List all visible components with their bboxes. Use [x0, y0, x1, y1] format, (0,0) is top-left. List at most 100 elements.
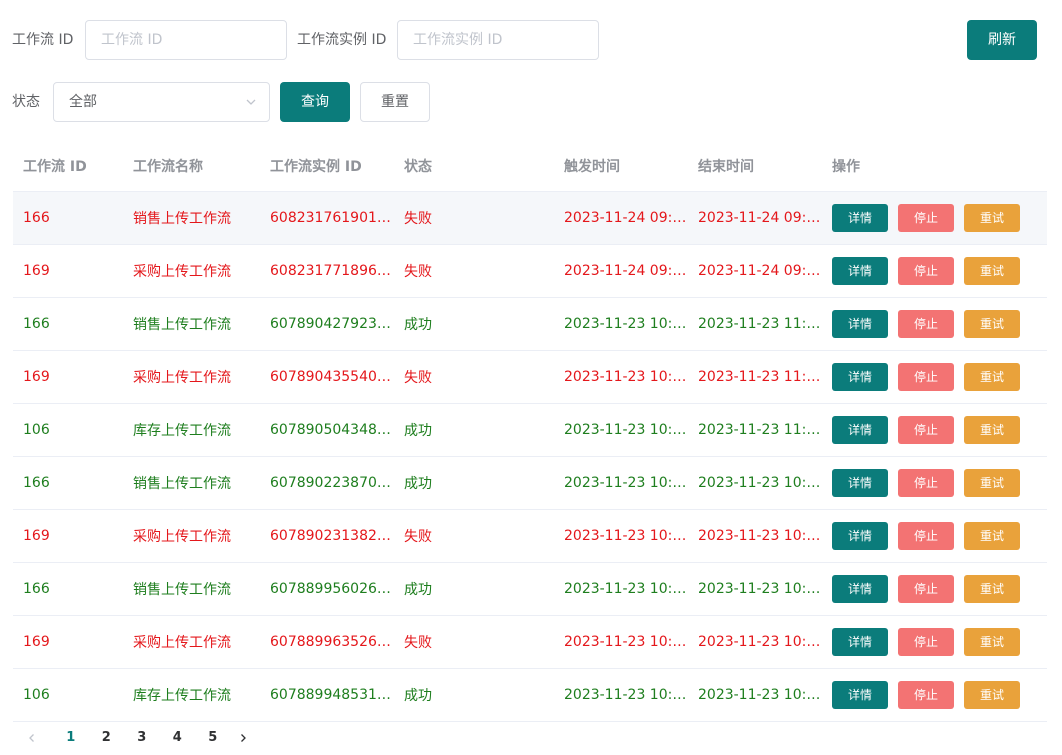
- cell-actions: 详情 停止 重试: [822, 350, 1047, 404]
- stop-button[interactable]: 停止: [898, 521, 954, 550]
- chevron-left-icon: [29, 734, 34, 742]
- cell-instance-id: 607890435540…: [260, 350, 394, 404]
- cell-trigger-time: 2023-11-23 10:…: [554, 403, 688, 457]
- cell-status: 失败: [394, 509, 554, 563]
- cell-workflow-name: 采购上传工作流: [123, 244, 260, 298]
- stop-button[interactable]: 停止: [898, 415, 954, 444]
- retry-button[interactable]: 重试: [964, 468, 1020, 497]
- cell-workflow-name: 销售上传工作流: [123, 191, 260, 245]
- workflow-instance-table: 工作流 ID 工作流名称 工作流实例 ID 状态 触发时间 结束时间 操作 16…: [13, 141, 1047, 722]
- page-3-button[interactable]: 3: [137, 730, 147, 745]
- cell-workflow-name: 销售上传工作流: [123, 297, 260, 351]
- table-row: 166 销售上传工作流 607890223870… 成功 2023-11-23 10:……: [13, 456, 1047, 510]
- detail-button[interactable]: 详情: [832, 468, 888, 497]
- cell-instance-id: 607889948531…: [260, 668, 394, 722]
- cell-end-time: 2023-11-23 10:…: [688, 562, 822, 616]
- retry-button[interactable]: 重试: [964, 256, 1020, 285]
- cell-status: 成功: [394, 297, 554, 351]
- cell-workflow-name: 采购上传工作流: [123, 509, 260, 563]
- cell-instance-id: 608231771896…: [260, 244, 394, 298]
- cell-actions: 详情 停止 重试: [822, 668, 1047, 722]
- cell-instance-id: 607889963526…: [260, 615, 394, 669]
- cell-instance-id: 607890427923…: [260, 297, 394, 351]
- detail-button[interactable]: 详情: [832, 362, 888, 391]
- table-row: 169 采购上传工作流 608231771896… 失败 2023-11-24 09:……: [13, 244, 1047, 298]
- stop-button[interactable]: 停止: [898, 256, 954, 285]
- cell-trigger-time: 2023-11-23 10:…: [554, 668, 688, 722]
- cell-trigger-time: 2023-11-23 10:…: [554, 562, 688, 616]
- retry-button[interactable]: 重试: [964, 203, 1020, 232]
- stop-button[interactable]: 停止: [898, 362, 954, 391]
- stop-button[interactable]: 停止: [898, 627, 954, 656]
- cell-workflow-id: 169: [13, 615, 123, 669]
- cell-status: 失败: [394, 191, 554, 245]
- page-4-button[interactable]: 4: [172, 730, 182, 745]
- retry-button[interactable]: 重试: [964, 521, 1020, 550]
- table-header-row: 工作流 ID 工作流名称 工作流实例 ID 状态 触发时间 结束时间 操作: [13, 141, 1047, 192]
- detail-button[interactable]: 详情: [832, 521, 888, 550]
- detail-button[interactable]: 详情: [832, 574, 888, 603]
- prev-page-button[interactable]: [20, 728, 44, 748]
- detail-button[interactable]: 详情: [832, 203, 888, 232]
- chevron-down-icon: [246, 99, 256, 105]
- page-1-button[interactable]: 1: [66, 730, 76, 745]
- retry-button[interactable]: 重试: [964, 309, 1020, 338]
- next-page-button[interactable]: [231, 728, 255, 748]
- refresh-button[interactable]: 刷新: [967, 20, 1037, 60]
- detail-button[interactable]: 详情: [832, 309, 888, 338]
- cell-workflow-name: 销售上传工作流: [123, 562, 260, 616]
- retry-button[interactable]: 重试: [964, 362, 1020, 391]
- retry-button[interactable]: 重试: [964, 415, 1020, 444]
- cell-instance-id: 607889956026…: [260, 562, 394, 616]
- stop-button[interactable]: 停止: [898, 680, 954, 709]
- instance-id-input[interactable]: [397, 20, 599, 60]
- cell-workflow-name: 库存上传工作流: [123, 668, 260, 722]
- instance-id-label: 工作流实例 ID: [297, 32, 387, 48]
- cell-status: 失败: [394, 350, 554, 404]
- reset-button[interactable]: 重置: [360, 82, 430, 122]
- page-5-button[interactable]: 5: [208, 730, 218, 745]
- retry-button[interactable]: 重试: [964, 627, 1020, 656]
- cell-status: 失败: [394, 615, 554, 669]
- page-2-button[interactable]: 2: [101, 730, 111, 745]
- stop-button[interactable]: 停止: [898, 574, 954, 603]
- header-status: 状态: [394, 141, 554, 192]
- cell-workflow-id: 169: [13, 509, 123, 563]
- status-label: 状态: [12, 94, 40, 110]
- header-end-time: 结束时间: [688, 141, 822, 192]
- table-row: 169 采购上传工作流 607890435540… 失败 2023-11-23 10:……: [13, 350, 1047, 404]
- cell-actions: 详情 停止 重试: [822, 297, 1047, 351]
- cell-workflow-id: 166: [13, 297, 123, 351]
- cell-workflow-name: 采购上传工作流: [123, 615, 260, 669]
- workflow-id-input[interactable]: [85, 20, 287, 60]
- cell-trigger-time: 2023-11-24 09:…: [554, 191, 688, 245]
- cell-workflow-id: 166: [13, 191, 123, 245]
- cell-end-time: 2023-11-23 11:…: [688, 297, 822, 351]
- stop-button[interactable]: 停止: [898, 309, 954, 338]
- stop-button[interactable]: 停止: [898, 203, 954, 232]
- cell-trigger-time: 2023-11-24 09:…: [554, 244, 688, 298]
- cell-actions: 详情 停止 重试: [822, 456, 1047, 510]
- cell-workflow-id: 169: [13, 244, 123, 298]
- cell-end-time: 2023-11-23 11:…: [688, 403, 822, 457]
- detail-button[interactable]: 详情: [832, 415, 888, 444]
- cell-instance-id: 607890231382…: [260, 509, 394, 563]
- cell-workflow-id: 166: [13, 562, 123, 616]
- cell-workflow-name: 销售上传工作流: [123, 456, 260, 510]
- workflow-id-label: 工作流 ID: [12, 32, 74, 48]
- cell-actions: 详情 停止 重试: [822, 244, 1047, 298]
- header-workflow-id: 工作流 ID: [13, 141, 123, 192]
- status-select[interactable]: 全部: [53, 82, 270, 122]
- cell-workflow-id: 166: [13, 456, 123, 510]
- table-row: 169 采购上传工作流 607889963526… 失败 2023-11-23 10:……: [13, 615, 1047, 669]
- query-button[interactable]: 查询: [280, 82, 350, 122]
- cell-actions: 详情 停止 重试: [822, 403, 1047, 457]
- cell-trigger-time: 2023-11-23 10:…: [554, 615, 688, 669]
- detail-button[interactable]: 详情: [832, 256, 888, 285]
- stop-button[interactable]: 停止: [898, 468, 954, 497]
- cell-workflow-id: 106: [13, 403, 123, 457]
- retry-button[interactable]: 重试: [964, 680, 1020, 709]
- detail-button[interactable]: 详情: [832, 627, 888, 656]
- retry-button[interactable]: 重试: [964, 574, 1020, 603]
- detail-button[interactable]: 详情: [832, 680, 888, 709]
